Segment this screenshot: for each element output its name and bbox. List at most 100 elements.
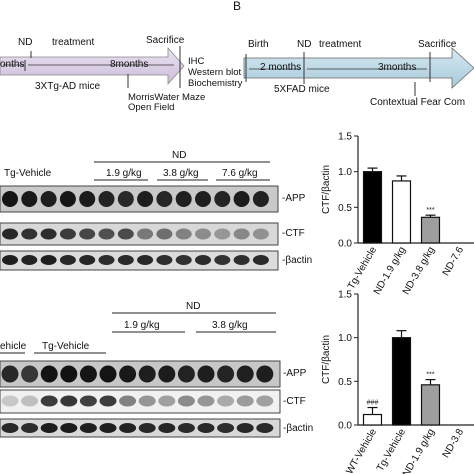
x-tick-label: ND-3.8: [441, 427, 467, 460]
significance-label: ###: [367, 400, 379, 407]
blot-band: [197, 423, 215, 433]
blot-bottom-row-app: -APP: [283, 368, 307, 379]
blot-band: [156, 228, 173, 240]
timeline-right-nd: ND: [297, 39, 312, 50]
timeline-left-endpoint-western: Western blot: [188, 67, 242, 78]
blot-band: [98, 228, 115, 240]
blot-band: [217, 395, 235, 407]
blot-top-group-2: 1.9 g/kg: [106, 168, 142, 179]
significance-label: ***: [426, 207, 434, 214]
timeline-left-treatment: treatment: [52, 37, 95, 48]
blot-band: [79, 423, 97, 433]
blot-band: [1, 423, 19, 433]
blot-band: [79, 255, 96, 265]
bar: [391, 180, 412, 244]
blot-band: [59, 191, 76, 207]
blot-bottom: [0, 360, 281, 438]
bar: [391, 337, 412, 426]
blot-band: [158, 395, 176, 407]
blot-band: [236, 395, 254, 407]
blot-band: [119, 423, 137, 433]
blot-band: [217, 365, 235, 383]
blot-band: [177, 423, 195, 433]
blot-band: [137, 228, 154, 240]
blot-band: [2, 228, 18, 240]
blot-band: [79, 191, 96, 207]
blot-band: [59, 228, 76, 240]
timeline-right-treatment: treatment: [319, 39, 362, 50]
timeline-left-arrow: [0, 46, 185, 88]
blot-band: [40, 191, 57, 207]
x-tick-label: ND-7.6: [441, 245, 467, 278]
timeline-left-test-openfield: Open Field: [128, 102, 175, 113]
blot-band: [138, 365, 156, 383]
blot-band: [214, 255, 231, 265]
blot-top-nd-header: ND: [172, 150, 187, 161]
blot-band: [21, 228, 38, 240]
blot-bottom-group-2: Tg-Vehicle: [42, 341, 90, 352]
y-axis-label: CTF/βactin: [321, 335, 332, 384]
blot-band: [60, 365, 78, 383]
blot-bottom-group-lines: [0, 312, 276, 354]
timeline-left-sacrifice: Sacrifice: [146, 35, 185, 46]
blot-band: [21, 365, 39, 383]
blot-band: [156, 191, 173, 207]
blot-band: [40, 255, 57, 265]
blot-band: [2, 255, 18, 265]
blot-band: [197, 395, 215, 407]
blot-band: [40, 365, 58, 383]
blot-band: [119, 395, 137, 407]
blot-band: [256, 423, 274, 433]
blot-band: [21, 191, 38, 207]
blot-bottom-group-4: 3.8 g/kg: [212, 320, 248, 331]
bar: [420, 216, 441, 244]
blot-band: [79, 228, 96, 240]
blot-band: [138, 423, 156, 433]
x-tick-label: Tg-Vehicle: [346, 245, 379, 292]
blot-top-group-3: 3.8 g/kg: [163, 168, 199, 179]
y-tick-label: 1.5: [338, 132, 352, 143]
blot-band: [138, 395, 156, 407]
blot-band: [117, 228, 134, 240]
blot-band: [137, 255, 154, 265]
blot-band: [119, 365, 137, 383]
timeline-left-endpoint-ihc: IHC: [188, 56, 205, 67]
blot-band: [252, 228, 269, 240]
y-tick-label: 0.5: [338, 203, 352, 214]
blot-band: [60, 395, 78, 407]
blot-band: [1, 365, 19, 383]
blot-band: [98, 255, 115, 265]
blot-band: [214, 191, 231, 207]
bar: [362, 171, 383, 244]
blot-band: [214, 228, 231, 240]
timeline-right-arrow-label-1: 2 months: [260, 62, 302, 73]
timeline-right-model: 5XFAD mice: [274, 84, 330, 95]
blot-band: [117, 255, 134, 265]
blot-band: [195, 191, 211, 207]
blot-band: [21, 255, 38, 265]
significance-label: ***: [426, 372, 434, 379]
bar: [420, 384, 441, 426]
y-tick-label: 1.0: [338, 333, 352, 344]
blot-band: [99, 395, 117, 407]
timeline-right-birth: Birth: [248, 39, 269, 50]
timeline-left-model: 3XTg-AD mice: [35, 81, 101, 92]
y-tick-label: 0.0: [338, 239, 352, 250]
timeline-left-arrow-label-1: onths: [0, 59, 25, 70]
blot-band: [175, 228, 192, 240]
blot-bottom-nd-header: ND: [186, 301, 201, 312]
bar: [362, 413, 383, 426]
blot-top-row-bactin: -βactin: [282, 255, 313, 266]
y-axis-label: CTF/βactin: [321, 165, 332, 214]
blot-band: [236, 365, 254, 383]
y-tick-label: 1.5: [338, 290, 352, 301]
timeline-right-arrow: [243, 47, 474, 96]
blot-band: [233, 191, 250, 207]
blot-band: [98, 191, 115, 207]
timeline-left-arrow-label-2: 8months: [110, 59, 149, 70]
y-tick-label: 1.0: [338, 167, 352, 178]
blot-band: [175, 255, 192, 265]
blot-band: [79, 395, 97, 407]
blot-band: [117, 191, 134, 207]
